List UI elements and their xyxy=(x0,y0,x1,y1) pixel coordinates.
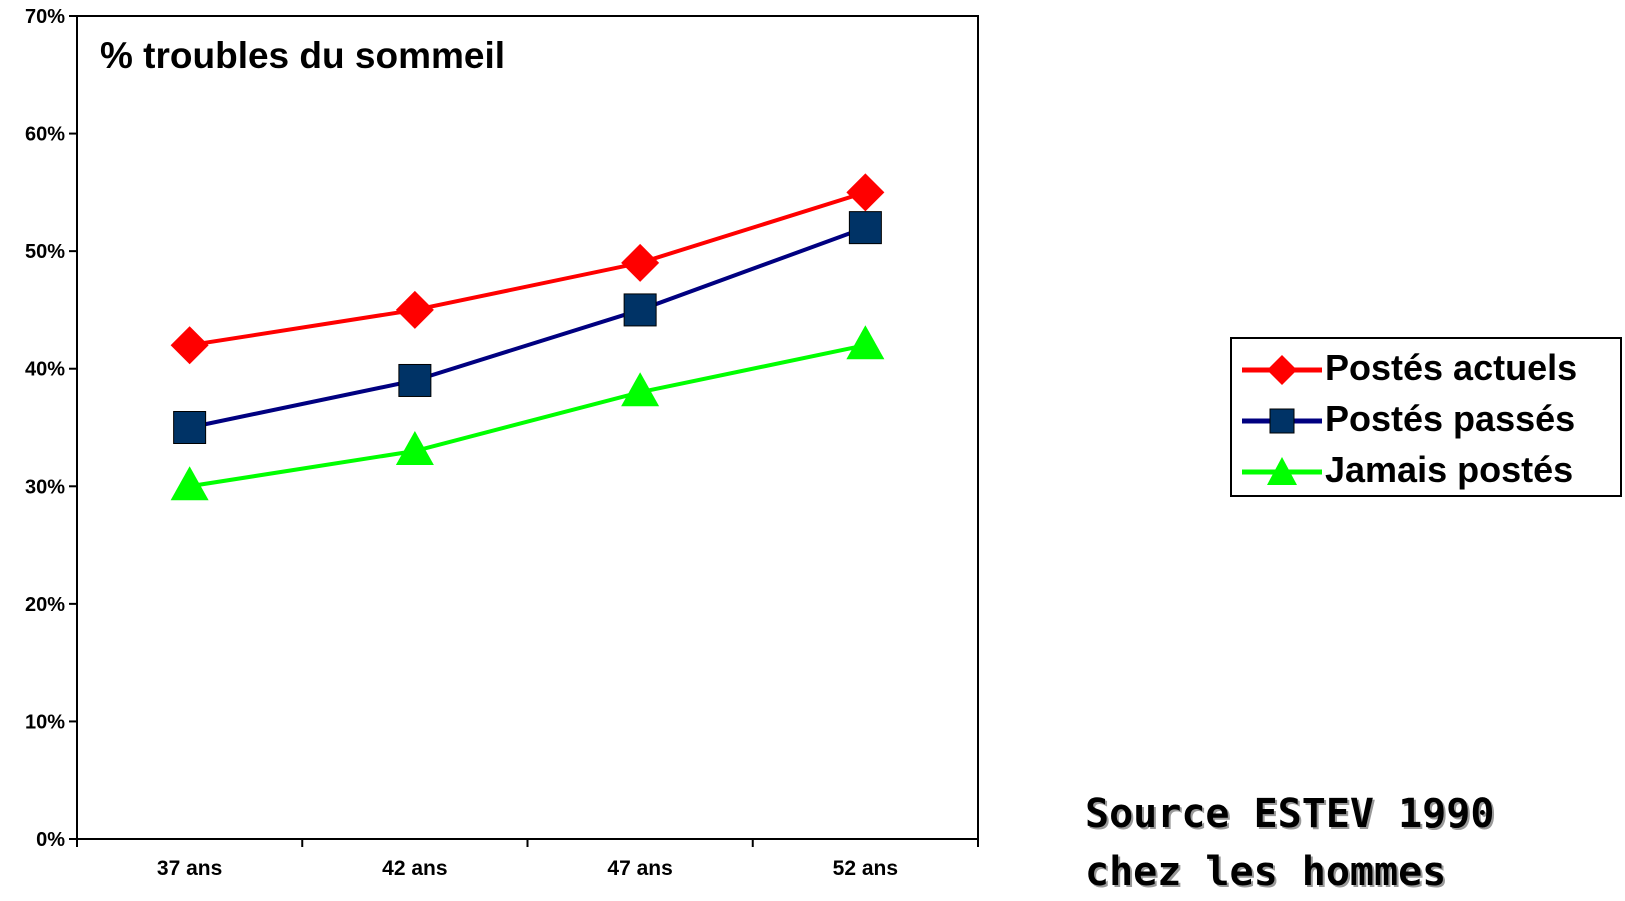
legend-item-postes-actuels: Postés actuels xyxy=(1232,343,1620,397)
data-point-square xyxy=(848,211,882,245)
x-tick-label: 37 ans xyxy=(157,857,222,880)
legend-item-postes-passes: Postés passés xyxy=(1232,394,1620,448)
legend-label-postes-actuels: Postés actuels xyxy=(1325,347,1578,388)
legend-diamond-marker-icon xyxy=(1242,355,1322,385)
axes: 0% 10% 20% 30% 40% 50% 60% 70% 37 ans 42 ans 47 an… xyxy=(25,6,979,880)
data-point-square xyxy=(173,411,207,444)
data-point-triangle xyxy=(170,466,209,501)
y-tick-label: 50% xyxy=(25,241,65,263)
legend: Postés actuels Postés passés Jamais post… xyxy=(1230,337,1622,497)
y-tick-label: 70% xyxy=(25,6,65,28)
data-point-triangle xyxy=(395,431,434,466)
x-tick-label: 42 ans xyxy=(382,857,447,880)
series-line xyxy=(189,343,866,489)
line-chart: % troubles du sommeil 0% 10% 20% 30% 40% 50% 6… xyxy=(25,6,979,880)
data-point-diamond xyxy=(170,326,209,365)
y-tick-label: 20% xyxy=(25,594,65,616)
data-point-square xyxy=(623,293,657,327)
data-point-diamond xyxy=(621,243,660,282)
data-point-triangle xyxy=(846,325,885,360)
x-tick-label: 47 ans xyxy=(607,857,672,880)
data-point-diamond xyxy=(846,173,885,212)
plot-area xyxy=(76,15,979,840)
chart-title: % troubles du sommeil xyxy=(100,35,505,76)
series-layer xyxy=(170,173,885,501)
source-line-1: Source ESTEV 1990 xyxy=(1085,791,1495,837)
data-point-diamond xyxy=(395,290,434,329)
source-line-2: chez les hommes xyxy=(1085,849,1447,895)
y-tick-label: 40% xyxy=(25,359,65,381)
data-point-square xyxy=(398,363,432,397)
legend-triangle-marker-icon xyxy=(1242,457,1322,485)
series-1 xyxy=(173,211,882,444)
series-2 xyxy=(170,325,885,501)
legend-item-jamais-postes: Jamais postés xyxy=(1232,445,1620,499)
x-tick-label: 52 ans xyxy=(833,857,898,880)
legend-square-marker-icon xyxy=(1242,408,1322,434)
source-note: Source ESTEV 1990 chez les hommes xyxy=(1085,785,1494,901)
data-point-triangle xyxy=(621,372,660,407)
legend-label-jamais-postes: Jamais postés xyxy=(1325,449,1574,490)
legend-label-postes-passes: Postés passés xyxy=(1325,398,1576,439)
y-tick-label: 60% xyxy=(25,124,65,146)
series-line xyxy=(189,190,866,348)
series-line xyxy=(189,225,867,430)
y-tick-label: 30% xyxy=(25,476,65,498)
y-tick-label: 0% xyxy=(36,829,65,851)
series-0 xyxy=(170,173,885,365)
y-tick-label: 10% xyxy=(25,711,65,733)
